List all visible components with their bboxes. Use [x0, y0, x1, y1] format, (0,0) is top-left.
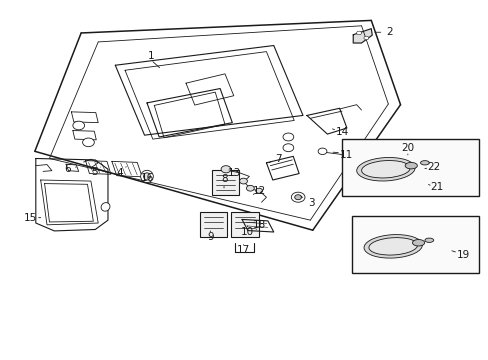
Ellipse shape [143, 173, 150, 180]
Circle shape [239, 178, 247, 184]
Text: 3: 3 [307, 198, 314, 208]
Text: 15: 15 [24, 213, 38, 222]
Text: 14: 14 [335, 127, 348, 136]
Circle shape [255, 188, 262, 193]
Text: 4: 4 [117, 168, 123, 178]
Circle shape [356, 31, 361, 35]
Circle shape [246, 185, 254, 191]
Bar [351, 216, 478, 273]
Text: 7: 7 [274, 154, 281, 164]
Circle shape [73, 121, 84, 130]
Text: 8: 8 [221, 174, 228, 184]
Circle shape [283, 144, 293, 152]
Circle shape [283, 133, 293, 141]
Text: 6: 6 [64, 164, 71, 174]
Text: 18: 18 [252, 220, 265, 230]
Ellipse shape [420, 161, 428, 165]
Polygon shape [352, 29, 371, 43]
Ellipse shape [141, 170, 153, 183]
Ellipse shape [363, 235, 422, 258]
Text: 22: 22 [426, 162, 439, 172]
Ellipse shape [361, 161, 409, 178]
Bar [341, 139, 478, 196]
FancyBboxPatch shape [211, 170, 239, 195]
Text: 11: 11 [340, 150, 353, 160]
Circle shape [291, 192, 305, 202]
Text: 21: 21 [429, 182, 443, 192]
Text: 13: 13 [228, 168, 241, 178]
Text: 2: 2 [386, 27, 392, 37]
Text: 1: 1 [147, 51, 154, 61]
Text: 17: 17 [236, 245, 250, 255]
Circle shape [363, 36, 368, 40]
Ellipse shape [405, 162, 416, 169]
Text: 16: 16 [140, 173, 153, 183]
Ellipse shape [412, 239, 424, 246]
Circle shape [318, 148, 326, 154]
Ellipse shape [424, 238, 433, 242]
Circle shape [82, 138, 94, 147]
Ellipse shape [368, 238, 417, 255]
Text: 5: 5 [91, 167, 98, 177]
Text: 10: 10 [241, 227, 253, 237]
Circle shape [221, 166, 230, 173]
FancyBboxPatch shape [231, 212, 258, 237]
Text: 19: 19 [455, 250, 468, 260]
Ellipse shape [101, 203, 110, 211]
Text: 20: 20 [401, 143, 413, 153]
Text: 12: 12 [252, 186, 265, 197]
Text: 9: 9 [206, 232, 213, 242]
Circle shape [294, 195, 301, 200]
FancyBboxPatch shape [199, 212, 226, 237]
Ellipse shape [356, 157, 414, 181]
